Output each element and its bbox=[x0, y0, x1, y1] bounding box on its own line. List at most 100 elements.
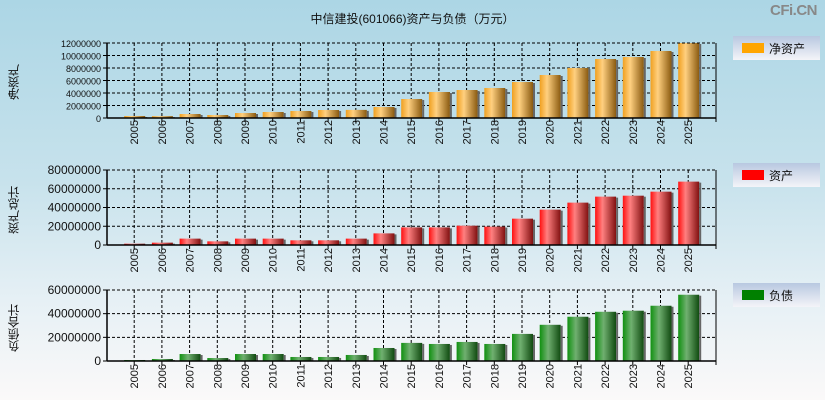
bar-2015 bbox=[401, 99, 423, 118]
bar-2025 bbox=[678, 294, 700, 361]
x-tick-label: 2015 bbox=[406, 120, 418, 144]
bar-shadow bbox=[643, 311, 646, 361]
bar-shadow bbox=[533, 334, 535, 361]
y-tick-label: 4000000 bbox=[66, 89, 101, 99]
x-tick-label: 2017 bbox=[462, 120, 474, 144]
bar-shadow bbox=[228, 116, 231, 118]
bar-2024 bbox=[650, 51, 672, 118]
x-tick-label: 2025 bbox=[683, 364, 695, 388]
bar-2023 bbox=[622, 57, 644, 118]
x-tick-label: 2009 bbox=[240, 248, 252, 272]
bar-shadow bbox=[616, 197, 619, 245]
bar-2010 bbox=[262, 354, 284, 361]
bar-2016 bbox=[428, 343, 450, 361]
x-tick-label: 2012 bbox=[323, 364, 335, 388]
bar-shadow bbox=[671, 306, 674, 361]
x-tick-label: 2007 bbox=[185, 364, 197, 388]
x-tick-label: 2022 bbox=[600, 364, 612, 388]
bar-shadow bbox=[616, 60, 619, 118]
x-tick-label: 2017 bbox=[462, 364, 474, 388]
x-tick-label: 2010 bbox=[268, 120, 280, 144]
bar-2015 bbox=[401, 227, 423, 245]
x-tick-label: 2009 bbox=[240, 364, 252, 388]
chart-panel-1: 0 20000000 40000000 60000000 80000000 2005 200… bbox=[48, 163, 717, 272]
bar-2022 bbox=[595, 196, 617, 245]
x-tick-label: 2024 bbox=[656, 120, 668, 144]
bar-2017 bbox=[456, 341, 478, 361]
x-tick-label: 2022 bbox=[600, 120, 612, 144]
x-tick-label: 2021 bbox=[572, 364, 584, 388]
bar-2008 bbox=[207, 115, 229, 118]
bar-2020 bbox=[539, 324, 561, 361]
x-tick-label: 2016 bbox=[434, 248, 446, 272]
bar-2019 bbox=[512, 218, 533, 245]
bar-2024 bbox=[650, 191, 672, 245]
bar-shadow bbox=[449, 344, 452, 361]
bar-2007 bbox=[179, 114, 201, 118]
bar-shadow bbox=[588, 203, 591, 245]
bar-2023 bbox=[622, 310, 644, 361]
y-tick-label: 8000000 bbox=[66, 64, 101, 74]
bar-shadow bbox=[671, 192, 674, 245]
bar-2010 bbox=[262, 238, 284, 245]
y-tick-label: 0 bbox=[96, 114, 101, 124]
y-tick-label: 80000000 bbox=[48, 163, 102, 177]
cfi-logo: CFi.CN bbox=[770, 2, 818, 19]
bar-2009 bbox=[235, 113, 256, 118]
x-tick-label: 2013 bbox=[351, 120, 363, 144]
x-tick-label: 2020 bbox=[545, 248, 557, 272]
bar-shadow bbox=[505, 89, 508, 118]
bar-shadow bbox=[616, 312, 619, 361]
bar-2021 bbox=[567, 316, 589, 361]
bar-2015 bbox=[401, 342, 423, 361]
bar-shadow bbox=[256, 239, 258, 245]
legend-swatch bbox=[742, 170, 764, 180]
bar-shadow bbox=[394, 108, 397, 118]
bar-2020 bbox=[539, 209, 561, 245]
bar-shadow bbox=[477, 226, 480, 245]
bar-2007 bbox=[179, 238, 201, 245]
x-tick-label: 2011 bbox=[295, 120, 307, 144]
bar-shadow bbox=[477, 342, 480, 361]
x-tick-label: 2014 bbox=[379, 364, 391, 388]
bar-2025 bbox=[678, 43, 700, 118]
bar-shadow bbox=[588, 317, 591, 361]
bar-shadow bbox=[200, 239, 203, 245]
bar-2008 bbox=[207, 241, 229, 245]
bar-2011 bbox=[290, 240, 312, 245]
x-tick-label: 2011 bbox=[295, 248, 307, 272]
bar-2021 bbox=[567, 202, 589, 245]
x-tick-label: 2015 bbox=[406, 248, 418, 272]
bar-2013 bbox=[345, 354, 367, 361]
bar-shadow bbox=[477, 91, 480, 118]
bar-shadow bbox=[283, 355, 286, 361]
bar-shadow bbox=[228, 242, 231, 245]
bar-2012 bbox=[318, 356, 340, 361]
bar-2006 bbox=[151, 358, 173, 361]
x-tick-label: 2007 bbox=[185, 248, 197, 272]
bar-2014 bbox=[373, 107, 395, 118]
chart-panel-2: 0 20000000 40000000 60000000 2005 2006 2007 200… bbox=[48, 283, 717, 388]
bar-2017 bbox=[456, 225, 478, 245]
bar-shadow bbox=[394, 348, 397, 361]
x-tick-label: 2007 bbox=[185, 120, 197, 144]
bar-2022 bbox=[595, 59, 617, 118]
x-tick-label: 2009 bbox=[240, 120, 252, 144]
x-tick-label: 2005 bbox=[129, 248, 141, 272]
bar-shadow bbox=[311, 241, 314, 245]
x-tick-label: 2020 bbox=[545, 364, 557, 388]
x-tick-label: 2015 bbox=[406, 364, 418, 388]
bar-shadow bbox=[311, 112, 314, 118]
x-tick-label: 2019 bbox=[517, 120, 529, 144]
y-tick-label: 2000000 bbox=[66, 102, 101, 112]
y-tick-label: 40000000 bbox=[48, 307, 102, 321]
bar-2019 bbox=[512, 82, 533, 118]
bar-shadow bbox=[256, 355, 258, 361]
bar-shadow bbox=[699, 182, 702, 245]
bar-2018 bbox=[484, 226, 506, 245]
x-tick-label: 2010 bbox=[268, 248, 280, 272]
legend-assets: 资产 bbox=[733, 163, 820, 187]
bar-shadow bbox=[588, 69, 591, 118]
bar-2014 bbox=[373, 233, 395, 245]
